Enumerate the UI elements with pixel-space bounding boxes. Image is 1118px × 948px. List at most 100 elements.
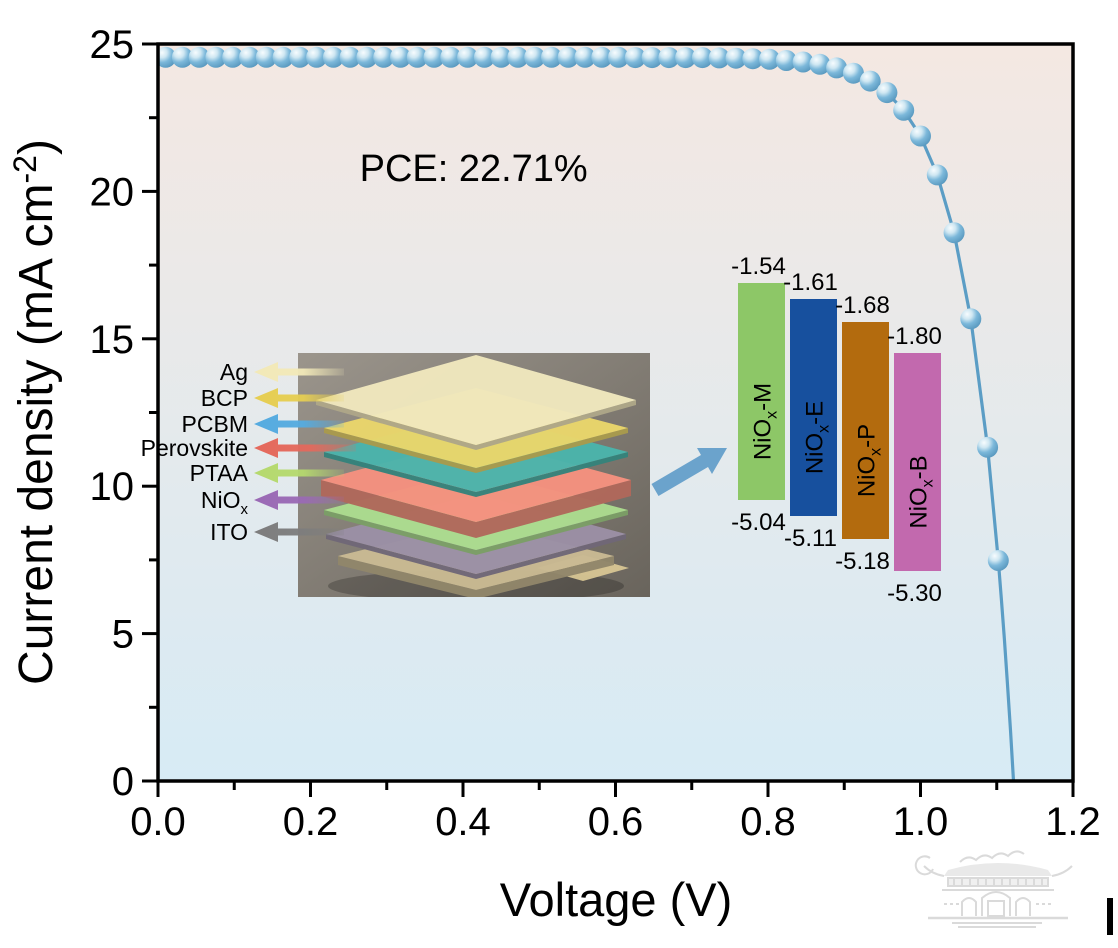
x-tick-label: 0.8 bbox=[740, 800, 796, 844]
jv-data-point bbox=[272, 46, 294, 68]
energy-bottom-value: -5.30 bbox=[887, 580, 942, 607]
jv-data-point bbox=[557, 46, 579, 68]
stack-sheet-side bbox=[338, 556, 614, 597]
jv-data-point bbox=[406, 46, 428, 68]
energy-bottom-value: -5.18 bbox=[835, 548, 890, 575]
watermark-center-door bbox=[987, 900, 1005, 917]
jv-data-point bbox=[893, 99, 915, 121]
jv-data-point bbox=[742, 48, 764, 70]
stack-layer-label: NiOx bbox=[201, 487, 249, 518]
stack-layer-arrow-icon bbox=[254, 414, 344, 434]
crop-artifact-bar bbox=[1107, 898, 1113, 935]
y-tick-label: 25 bbox=[90, 23, 135, 67]
fat-arrow-icon bbox=[651, 448, 727, 496]
energy-top-value: -1.80 bbox=[887, 323, 942, 350]
y-tick-label: 10 bbox=[90, 465, 135, 509]
jv-curve bbox=[158, 46, 1016, 781]
stack-layer-label: PCBM bbox=[182, 411, 248, 437]
jv-data-point bbox=[507, 46, 529, 68]
y-axis-title: Current density (mA cm-2) bbox=[7, 139, 63, 685]
watermark-roof-ornaments bbox=[959, 850, 1025, 863]
jv-data-point bbox=[987, 550, 1009, 571]
jv-data-point bbox=[792, 51, 814, 73]
energy-bar bbox=[790, 299, 837, 516]
jv-data-point bbox=[876, 82, 898, 104]
axes-and-ticks: 0.0 0.2 0.4 0.6 0.8 1.0 1.2 0 5 10 15 20 25 bbox=[90, 23, 1101, 844]
stack-layer-arrow-icon bbox=[254, 362, 344, 382]
energy-top-value: -1.54 bbox=[731, 253, 786, 280]
stack-layer-arrow-icon bbox=[254, 490, 344, 510]
jv-data-point bbox=[524, 46, 546, 68]
jv-data-point bbox=[574, 46, 596, 68]
stack-layer-label: ITO bbox=[210, 519, 248, 545]
x-axis-title: Voltage (V) bbox=[500, 873, 733, 926]
watermark-left-arch bbox=[961, 897, 977, 916]
jv-data-point bbox=[591, 46, 613, 68]
jv-data-point bbox=[775, 50, 797, 71]
jv-data-point bbox=[842, 62, 864, 84]
jv-data-point bbox=[859, 70, 881, 92]
pce-annotation: PCE: 22.71% bbox=[360, 148, 588, 190]
stack-sheet bbox=[316, 355, 636, 445]
x-tick-label: 0.4 bbox=[435, 800, 491, 844]
x-tick-label: 1.2 bbox=[1045, 800, 1101, 844]
jv-data-point bbox=[158, 46, 177, 68]
watermark-left-eave bbox=[923, 865, 945, 877]
jv-data-point bbox=[960, 308, 982, 330]
jv-data-point bbox=[390, 46, 411, 68]
jv-data-point bbox=[222, 46, 244, 68]
watermark-crescent bbox=[914, 855, 934, 876]
stack-layer-arrow-icon bbox=[254, 438, 356, 458]
y-tick-label: 20 bbox=[90, 170, 135, 214]
energy-bar-name: NiOx-E bbox=[802, 401, 833, 474]
stack-layer-arrow-icon bbox=[254, 388, 344, 408]
jv-data-point bbox=[708, 47, 730, 69]
jv-data-point bbox=[339, 46, 361, 68]
jv-data-point bbox=[926, 164, 948, 186]
jv-data-point bbox=[541, 46, 562, 68]
energy-level-diagram: -1.54 -5.04 NiOx-M -1.61 -5.11 NiOx-E -1.68 -5.… bbox=[731, 253, 942, 607]
jv-data-point bbox=[440, 46, 462, 68]
jv-data-point bbox=[943, 222, 965, 244]
y-tick-label: 0 bbox=[112, 760, 134, 804]
energy-top-value: -1.68 bbox=[835, 292, 890, 319]
jv-data-point bbox=[691, 47, 713, 69]
jv-data-point bbox=[759, 48, 780, 70]
jv-data-point bbox=[624, 47, 646, 69]
jv-data-point bbox=[490, 46, 512, 68]
energy-bottom-value: -5.04 bbox=[731, 509, 786, 536]
jv-data-point bbox=[306, 46, 328, 68]
energy-bar-name: NiOx-B bbox=[906, 455, 937, 528]
jv-data-point bbox=[910, 125, 931, 147]
jv-data-point bbox=[322, 46, 344, 68]
jv-data-point bbox=[356, 46, 378, 68]
jv-data-point bbox=[239, 46, 260, 68]
y-tick-label: 15 bbox=[90, 318, 135, 362]
jv-data-point bbox=[373, 46, 395, 68]
energy-bottom-value: -5.11 bbox=[784, 525, 837, 552]
watermark-roof bbox=[944, 863, 1052, 876]
x-tick-label: 0.2 bbox=[283, 800, 339, 844]
jv-data-point bbox=[658, 47, 680, 69]
jv-data-point bbox=[205, 46, 227, 68]
energy-bar-name: NiOx-P bbox=[854, 424, 885, 497]
jv-data-point bbox=[255, 46, 277, 68]
energy-bar bbox=[842, 322, 889, 539]
jv-data-point bbox=[809, 53, 831, 75]
energy-bar bbox=[738, 283, 785, 500]
y-tick-label: 5 bbox=[112, 613, 134, 657]
stack-sheet-side bbox=[321, 480, 631, 538]
jv-data-point bbox=[423, 46, 445, 68]
stack-layer-label: BCP bbox=[201, 385, 248, 411]
energy-bar-name: NiOx-M bbox=[750, 383, 781, 460]
watermark-right-eave bbox=[1051, 865, 1073, 877]
jv-data-point bbox=[675, 47, 697, 69]
jv-data-point bbox=[977, 436, 999, 458]
x-tick-label: 0.0 bbox=[130, 800, 186, 844]
x-tick-label: 1.0 bbox=[893, 800, 949, 844]
jv-data-point bbox=[457, 46, 479, 68]
jv-data-point bbox=[641, 47, 663, 69]
jv-data-point bbox=[289, 46, 311, 68]
